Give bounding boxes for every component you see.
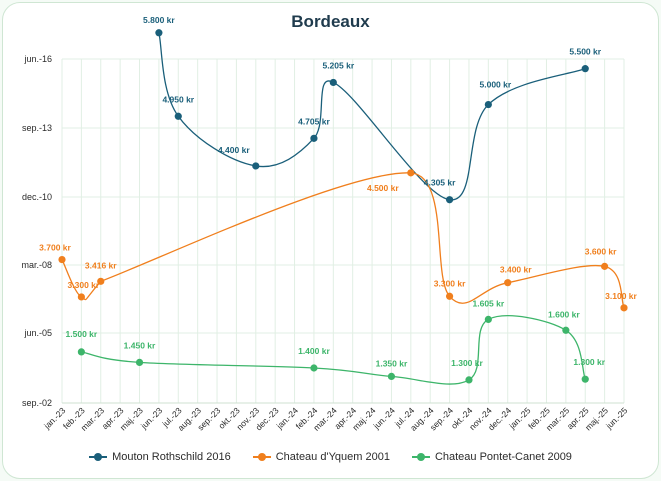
- y-tick-label: sep.-02: [22, 398, 52, 408]
- legend: Mouton Rothschild 2016 Chateau d'Yquem 20…: [0, 451, 661, 463]
- legend-item-1[interactable]: Chateau d'Yquem 2001: [252, 451, 390, 463]
- data-label-s0-5: 4.305 kr: [424, 178, 456, 188]
- data-point-s0-7: [581, 65, 589, 73]
- data-point-s0-6: [484, 100, 492, 109]
- data-point-s0-4: [329, 78, 337, 87]
- data-point-s1-1: [77, 293, 85, 301]
- y-tick-label: jun.-05: [23, 328, 52, 338]
- data-point-s2-7: [581, 375, 589, 383]
- legend-label: Chateau Pontet-Canet 2009: [434, 451, 572, 463]
- data-point-s2-3: [387, 372, 396, 380]
- data-point-s1-4: [445, 292, 454, 300]
- series-group: [58, 29, 628, 385]
- axes: jan.-23feb.-23mar.-23apr.-23maj.-23jun.-…: [21, 54, 629, 433]
- x-tick-label: jun.-23: [138, 405, 164, 431]
- legend-swatch: [411, 453, 430, 461]
- data-label-s2-7: 1.300 kr: [573, 357, 605, 367]
- data-point-s1-2: [97, 277, 105, 285]
- data-point-s2-2: [310, 364, 318, 372]
- data-label-s1-4: 3.300 kr: [434, 278, 466, 288]
- data-label-s2-1: 1.450 kr: [124, 340, 156, 350]
- data-label-s0-3: 4.705 kr: [298, 116, 330, 126]
- data-point-s0-3: [310, 134, 318, 142]
- data-point-s0-1: [174, 112, 182, 120]
- data-point-s0-5: [445, 196, 454, 204]
- series-line-0: [158, 32, 586, 201]
- data-label-s2-3: 1.350 kr: [376, 358, 408, 368]
- data-point-s2-6: [562, 326, 570, 334]
- data-label-s1-5: 3.400 kr: [500, 265, 532, 275]
- data-labels: 5.800 kr 4.950 kr 4.400 kr 4.705 kr 5.205 kr…: [39, 15, 637, 369]
- data-label-s1-2: 3.416 kr: [85, 260, 117, 270]
- data-label-s2-5: 1.605 kr: [473, 298, 505, 308]
- data-point-s0-0: [155, 29, 163, 37]
- data-point-s1-0: [58, 255, 66, 264]
- y-tick-label: mar.-08: [21, 260, 52, 270]
- legend-label: Chateau d'Yquem 2001: [275, 451, 390, 463]
- data-point-s2-4: [465, 376, 473, 384]
- series-line-1: [61, 172, 625, 309]
- data-point-s0-2: [252, 162, 260, 170]
- legend-label: Mouton Rothschild 2016: [112, 451, 231, 463]
- legend-item-2[interactable]: Chateau Pontet-Canet 2009: [411, 451, 572, 463]
- data-point-s2-0: [77, 348, 85, 356]
- legend-item-0[interactable]: Mouton Rothschild 2016: [89, 451, 231, 463]
- data-label-s1-1: 3.300 kr: [68, 280, 100, 290]
- data-label-s0-0: 5.800 kr: [143, 15, 175, 25]
- data-point-s1-6: [601, 262, 609, 270]
- data-label-s0-4: 5.205 kr: [322, 60, 354, 70]
- data-label-s1-7: 3.100 kr: [605, 291, 637, 301]
- grid: [61, 58, 625, 404]
- data-label-s1-6: 3.600 kr: [585, 246, 617, 256]
- data-label-s2-6: 1.600 kr: [548, 309, 580, 319]
- series-line-2: [81, 315, 586, 385]
- y-tick-label: jun.-16: [23, 54, 52, 64]
- y-tick-label: sep.-13: [22, 123, 52, 133]
- data-point-s1-5: [504, 279, 512, 287]
- data-label-s2-4: 1.300 kr: [451, 358, 483, 368]
- data-label-s1-3: 4.500 kr: [367, 183, 399, 193]
- data-label-s0-2: 4.400 kr: [218, 145, 250, 155]
- y-tick-label: dec.-10: [22, 192, 52, 202]
- x-tick-label: jun.-24: [371, 405, 397, 431]
- data-point-s2-5: [484, 315, 492, 323]
- data-point-s2-1: [135, 358, 144, 366]
- legend-swatch: [252, 453, 271, 461]
- data-label-s0-6: 5.000 kr: [480, 80, 512, 90]
- data-label-s0-7: 5.500 kr: [569, 47, 601, 57]
- legend-swatch: [89, 453, 108, 461]
- x-tick-label: jun.-25: [603, 405, 629, 431]
- chart-title: Bordeaux: [291, 12, 370, 31]
- data-point-s1-7: [620, 304, 628, 312]
- data-label-s2-0: 1.500 kr: [66, 329, 98, 339]
- data-label-s2-2: 1.400 kr: [298, 346, 330, 356]
- data-label-s0-1: 4.950 kr: [162, 94, 194, 104]
- data-label-s1-0: 3.700 kr: [39, 243, 71, 253]
- data-point-s1-3: [407, 169, 415, 177]
